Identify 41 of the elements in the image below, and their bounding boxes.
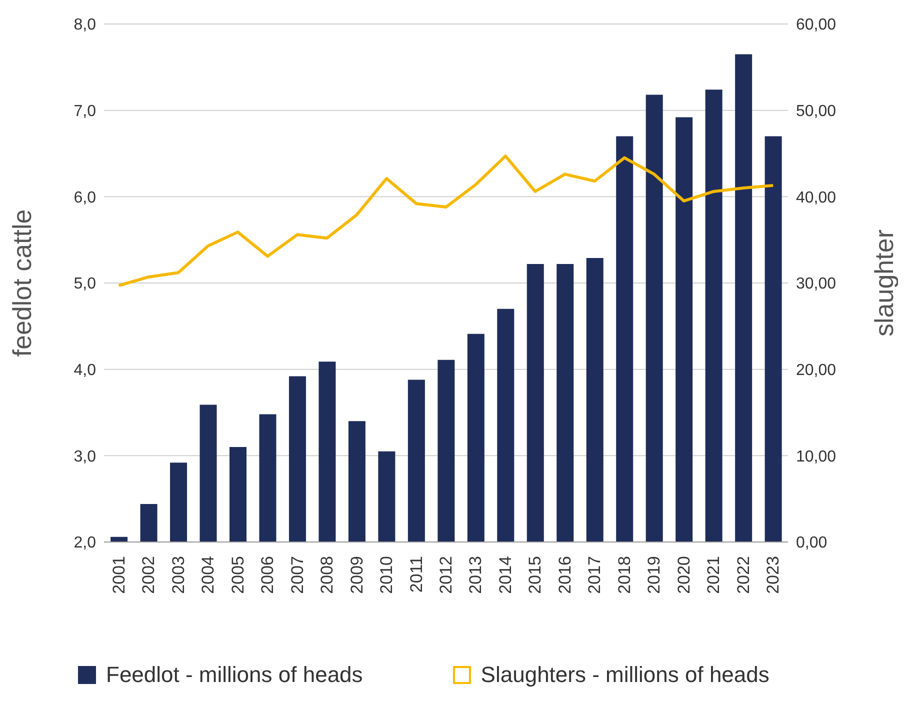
x-tick-label: 2004	[198, 556, 218, 594]
y-axis-title: feedlot cattle	[7, 209, 38, 357]
x-tick-label: 2012	[436, 556, 456, 594]
x-tick-label: 2021	[704, 556, 724, 594]
x-tick-label: 2008	[318, 556, 337, 594]
y-tick-label: 3,0	[74, 448, 96, 466]
x-tick-label: 2001	[109, 556, 128, 594]
x-tick-label: 2013	[466, 556, 486, 594]
legend-label: Slaughters - millions of heads	[480, 662, 770, 688]
x-tick-label: 2010	[377, 556, 396, 594]
y-tick-label: 4,0	[74, 362, 96, 380]
x-tick-label: 2017	[585, 556, 604, 594]
x-tick-label: 2022	[734, 556, 753, 594]
y2-tick-label: 50,00	[796, 103, 836, 120]
x-tick-label: 2011	[406, 556, 426, 593]
y2-tick-label: 30,00	[796, 276, 836, 293]
y-tick-label: 8,0	[74, 16, 96, 34]
x-tick-label: 2005	[228, 556, 248, 594]
x-tick-label: 2023	[764, 556, 783, 594]
x-tick-label: 2009	[347, 556, 366, 594]
x-tick-label: 2014	[496, 556, 515, 594]
x-tick-label: 2007	[288, 556, 307, 594]
x-tick-label: 2002	[139, 556, 158, 594]
line-series	[117, 154, 775, 288]
x-tick-label: 2015	[526, 556, 545, 594]
y-tick-label: 6,0	[74, 189, 96, 206]
y-tick-label: 5,0	[74, 276, 96, 293]
y2-tick-label: 60,00	[796, 16, 836, 34]
y2-tick-label: 10,00	[796, 448, 836, 466]
y2-tick-label: 40,00	[796, 189, 836, 206]
y-tick-label: 7,0	[74, 103, 96, 120]
y2-tick-label: 0,00	[796, 534, 828, 552]
x-tick-label: 2003	[168, 556, 188, 594]
x-tick-label: 2006	[258, 556, 278, 594]
y2-tick-label: 20,00	[796, 362, 836, 380]
x-tick-label: 2020	[674, 556, 694, 594]
y-tick-label: 2,0	[74, 534, 96, 552]
legend-label: Feedlot - millions of heads	[106, 662, 363, 688]
x-tick-label: 2016	[555, 556, 574, 594]
x-tick-label: 2019	[644, 556, 664, 594]
x-tick-label: 2018	[614, 556, 634, 594]
